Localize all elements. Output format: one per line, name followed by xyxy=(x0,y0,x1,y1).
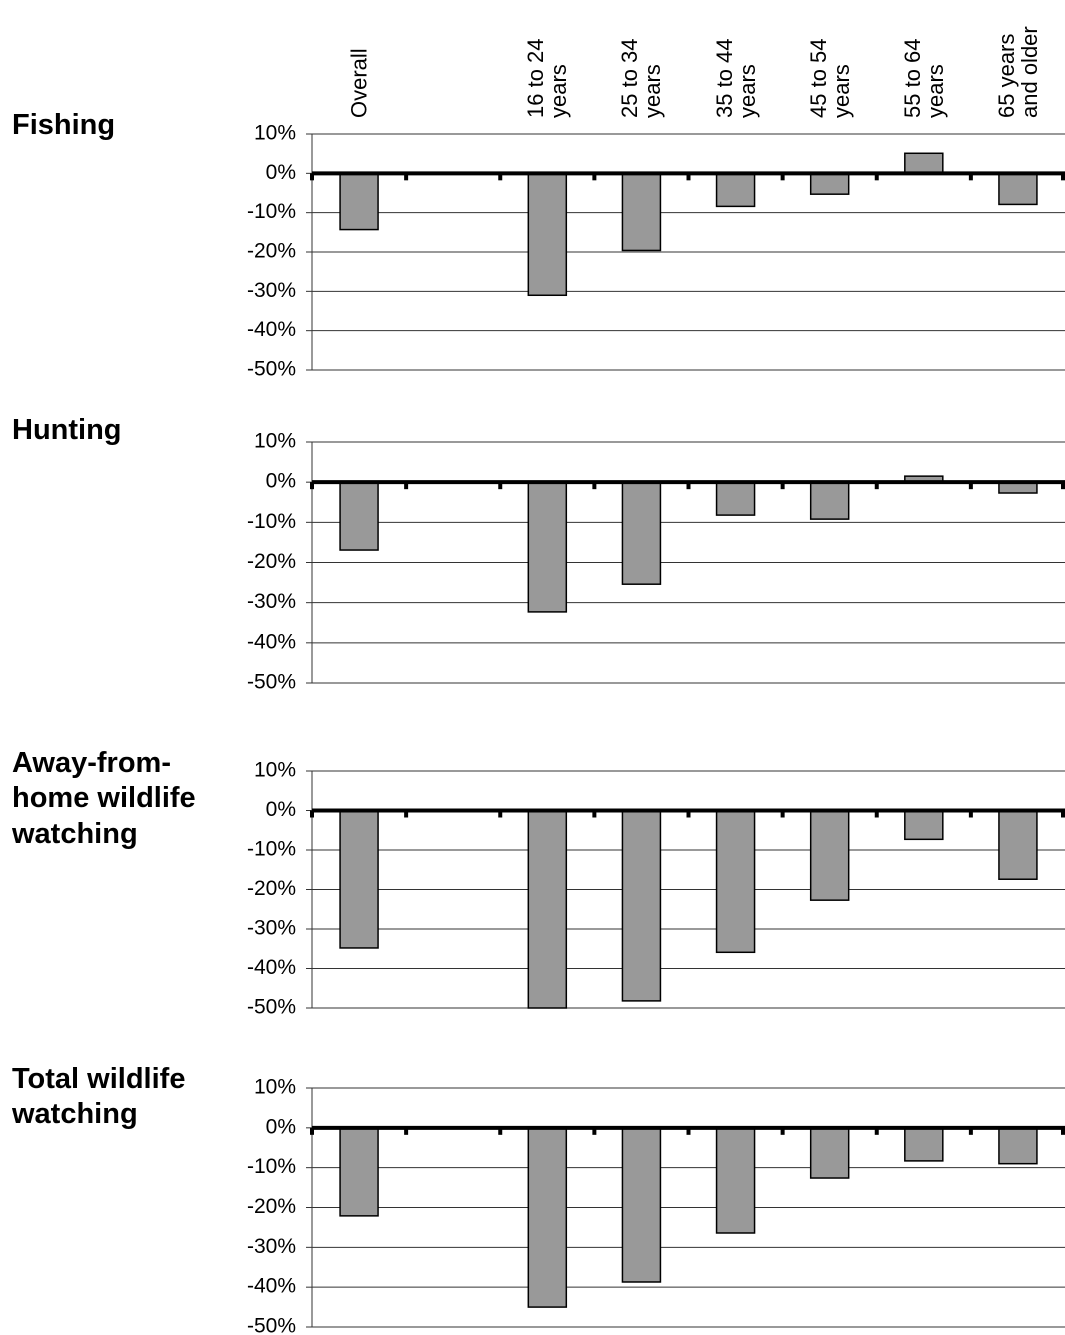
category-label: Overall xyxy=(346,48,372,118)
category-label: 65 years and older xyxy=(993,26,1042,118)
category-label: 45 to 54 years xyxy=(805,38,854,118)
y-tick-label: -10% xyxy=(247,838,296,861)
bar xyxy=(904,152,944,175)
y-tick-label: -50% xyxy=(247,358,296,381)
y-tick-label: -40% xyxy=(247,318,296,341)
bar xyxy=(998,172,1038,206)
bar xyxy=(904,809,944,841)
y-tick-label: 10% xyxy=(254,759,296,782)
y-tick-label: 0% xyxy=(266,470,296,493)
y-tick-label: 10% xyxy=(254,122,296,145)
bar xyxy=(527,172,568,297)
bar xyxy=(715,481,756,516)
y-tick-label: -30% xyxy=(247,590,296,613)
category-label: 16 to 24 years xyxy=(523,38,572,118)
y-tick-label: -50% xyxy=(247,996,296,1019)
y-tick-label: -30% xyxy=(247,279,296,302)
panel-title: Total wildlife watching xyxy=(12,1063,186,1131)
bar xyxy=(339,1127,379,1217)
y-tick-label: 0% xyxy=(266,798,296,821)
bar xyxy=(809,1127,850,1179)
panel-title: Hunting xyxy=(12,414,122,446)
category-label: 35 to 44 years xyxy=(711,38,760,118)
y-tick-label: 10% xyxy=(254,1076,296,1099)
bar xyxy=(621,1127,662,1283)
bar xyxy=(339,481,379,551)
bar xyxy=(621,172,662,252)
bar xyxy=(527,809,568,1009)
category-label: 25 to 34 years xyxy=(617,38,666,118)
bar xyxy=(527,1127,568,1308)
y-tick-label: -10% xyxy=(247,200,296,223)
y-tick-label: 10% xyxy=(254,430,296,453)
bar xyxy=(339,809,379,949)
bar xyxy=(809,481,850,520)
y-tick-label: -40% xyxy=(247,1275,296,1298)
bar xyxy=(809,172,850,195)
bar xyxy=(998,809,1038,880)
bar xyxy=(621,481,662,585)
bar xyxy=(998,1127,1038,1165)
bar xyxy=(809,809,850,901)
y-tick-label: -20% xyxy=(247,877,296,900)
y-tick-label: -50% xyxy=(247,1315,296,1335)
category-label: 55 to 64 years xyxy=(899,38,948,118)
y-tick-label: -20% xyxy=(247,550,296,573)
y-tick-label: 0% xyxy=(266,1115,296,1138)
y-tick-label: -50% xyxy=(247,671,296,694)
y-tick-label: -20% xyxy=(247,1195,296,1218)
bar xyxy=(904,1127,944,1162)
y-tick-label: -40% xyxy=(247,630,296,653)
bar xyxy=(715,809,756,954)
panel-title: Fishing xyxy=(12,109,116,141)
y-tick-label: -30% xyxy=(247,917,296,940)
y-tick-label: -10% xyxy=(247,510,296,533)
y-tick-label: -40% xyxy=(247,956,296,979)
bar xyxy=(715,1127,756,1234)
bar xyxy=(715,172,756,208)
bar xyxy=(621,809,662,1002)
y-tick-label: -20% xyxy=(247,240,296,263)
bar xyxy=(527,481,568,613)
bar xyxy=(339,172,379,231)
y-tick-label: -30% xyxy=(247,1235,296,1258)
panel-title: Away-from- home wildlife watching xyxy=(12,747,196,850)
y-tick-label: 0% xyxy=(266,161,296,184)
y-tick-label: -10% xyxy=(247,1155,296,1178)
